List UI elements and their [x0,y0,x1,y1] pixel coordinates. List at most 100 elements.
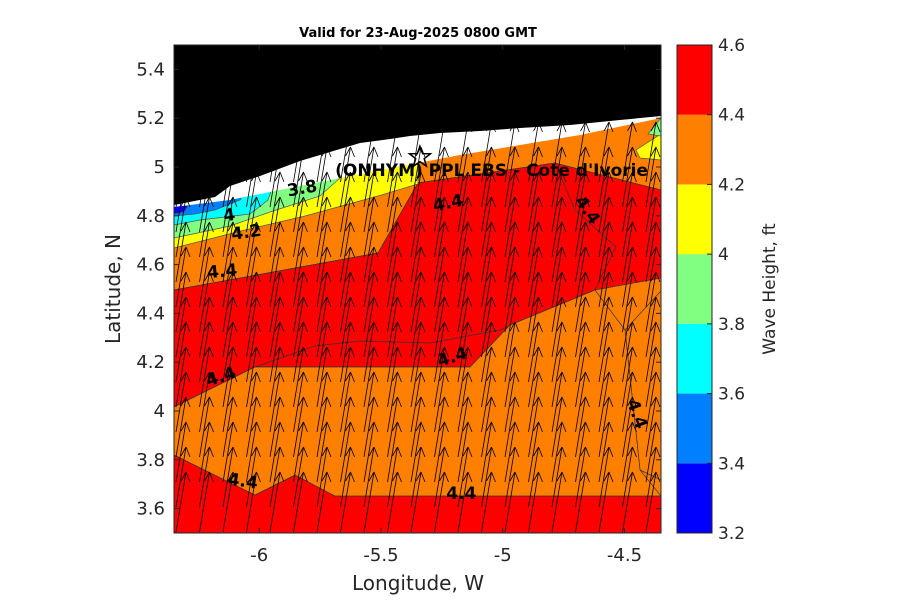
wind-arrowhead [180,246,191,258]
wind-arrow [222,346,234,408]
wind-arrowhead [227,321,238,333]
colorbar-segment [677,254,712,324]
wind-arrow [457,471,469,533]
wind-arrowhead [251,296,261,308]
wind-arrow [504,446,516,508]
wind-arrowhead [227,346,238,358]
wind-arrowhead [392,271,402,283]
wind-arrow [316,246,328,308]
wind-arrowhead [509,421,520,433]
wind-arrow [528,296,539,358]
wind-arrowhead [415,321,426,333]
wind-arrow [645,146,657,208]
y-axis-title: Latitude, N [101,234,125,344]
wind-arrow [246,346,257,408]
y-tick-label: 4.2 [136,352,165,373]
wind-arrow [363,346,375,408]
wind-arrowhead [345,196,355,208]
wind-arrowhead [603,396,614,408]
wind-arrowhead [486,271,496,283]
wind-arrow [410,146,422,208]
wind-arrow [622,421,633,483]
wind-arrow [645,346,657,408]
wind-arrowhead [251,446,261,458]
wind-arrowhead [298,446,308,458]
wind-arrow [598,471,610,533]
wind-arrow [528,371,539,433]
wind-arrowhead [345,171,355,183]
wind-arrow [363,146,375,208]
wind-arrow [551,246,563,308]
wind-arrow [222,446,234,508]
wind-arrowhead [392,321,402,333]
wind-arrow [269,371,281,433]
colorbar-segment [677,463,712,533]
wind-arrow [340,396,351,458]
wind-arrowhead [204,346,214,358]
wind-arrow [622,471,633,533]
wind-arrowhead [533,421,543,433]
wind-arrow [481,321,492,383]
wind-arrow [575,346,586,408]
wind-arrow [293,121,304,183]
wind-arrow [434,296,445,358]
wind-arrow [363,271,375,333]
wind-arrow [551,346,563,408]
wind-arrowhead [392,346,402,358]
wind-arrowhead [580,446,590,458]
wind-arrow [575,196,586,258]
wind-arrow [575,271,586,333]
wind-arrow [340,321,351,383]
wind-arrowhead [533,446,543,458]
wind-arrowhead [227,221,238,233]
wind-arrow [551,421,563,483]
wind-arrow [645,121,657,183]
wind-arrow [457,446,469,508]
wind-vectors [175,121,661,533]
wind-arrow [645,246,657,308]
wind-arrowhead [556,296,567,308]
wind-arrow [575,246,586,308]
wind-arrowhead [603,246,614,258]
wind-arrowhead [274,171,285,183]
wind-arrowhead [486,221,496,233]
colorbar-tick-label: 3.4 [718,454,745,474]
wind-arrow [246,471,257,533]
wind-arrow [222,396,234,458]
wind-arrowhead [486,171,496,183]
wind-arrowhead [368,346,379,358]
y-tick-label: 4.6 [136,255,165,276]
wind-arrow [246,421,257,483]
wind-arrow [175,171,187,233]
wind-arrow [387,196,398,258]
wind-arrowhead [274,221,285,233]
wind-arrow [269,446,281,508]
wind-arrowhead [392,396,402,408]
wind-arrowhead [368,421,379,433]
x-tick-label: -6 [250,545,268,566]
wind-arrow [269,321,281,383]
wind-arrowhead [415,271,426,283]
wind-arrowhead [627,346,637,358]
wind-arrow [528,171,539,233]
wind-arrow [175,271,187,333]
wind-arrow [340,471,351,533]
wind-arrow [222,121,234,183]
wind-arrow [645,221,657,283]
wind-arrowhead [298,471,308,483]
wind-arrowhead [603,221,614,233]
wind-arrowhead [251,146,261,158]
wind-arrow [199,271,210,333]
wind-arrow [622,246,633,308]
wind-arrow [340,421,351,483]
colorbar-segment [677,393,712,464]
wind-arrow [222,471,234,533]
wind-arrow [387,471,398,533]
wind-arrowhead [392,171,402,183]
wind-arrow [293,296,304,358]
wind-arrow [575,321,586,383]
wind-arrowhead [650,346,661,358]
wind-arrowhead [274,121,285,133]
wind-arrow [340,221,351,283]
wind-arrow [457,171,469,233]
